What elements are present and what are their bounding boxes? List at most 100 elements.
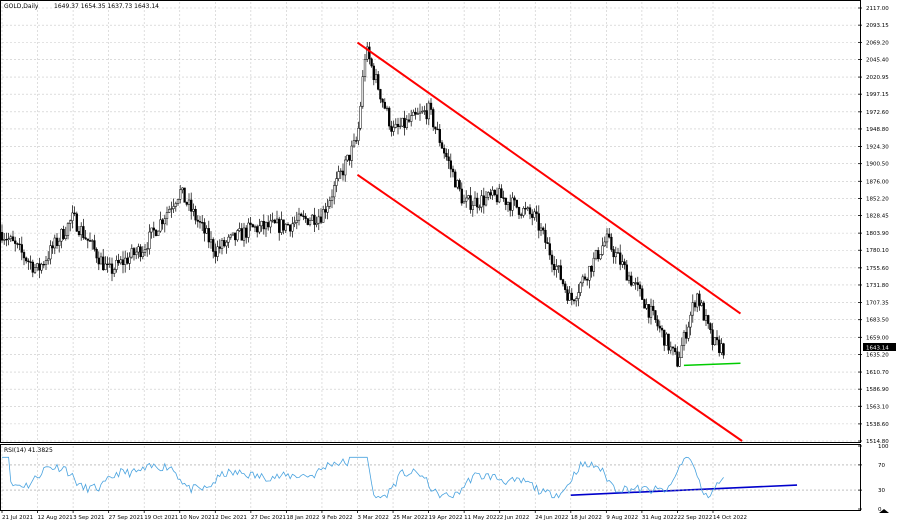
candle-body bbox=[546, 242, 549, 244]
chart-symbol: GOLD,Daily bbox=[4, 3, 39, 10]
candle-body bbox=[379, 89, 382, 100]
candle-body bbox=[476, 197, 479, 208]
candle-body bbox=[575, 298, 578, 302]
candle-body bbox=[187, 199, 191, 205]
candle-body bbox=[355, 140, 358, 142]
price-panel[interactable] bbox=[0, 0, 861, 443]
candle-body bbox=[467, 195, 470, 199]
rsi-panel[interactable] bbox=[0, 444, 861, 511]
price-tick-label: 2093.15 bbox=[866, 23, 889, 29]
candle-body bbox=[601, 245, 604, 255]
candle-body bbox=[130, 248, 133, 258]
candle-body bbox=[99, 256, 103, 265]
candle-body bbox=[586, 279, 589, 281]
candle-body bbox=[548, 243, 551, 256]
time-tick-label: 11 May 2022 bbox=[464, 515, 500, 521]
candle-body bbox=[517, 207, 521, 215]
candle-body bbox=[388, 107, 391, 127]
candle-body bbox=[535, 211, 538, 214]
candle-body bbox=[126, 257, 129, 264]
candle-body bbox=[143, 249, 147, 253]
candle-body bbox=[161, 219, 164, 225]
candle-body bbox=[537, 213, 540, 231]
candle-body bbox=[337, 171, 340, 179]
candle-body bbox=[214, 251, 217, 257]
candle-body bbox=[434, 126, 437, 130]
candle-body bbox=[656, 319, 659, 327]
candle-body bbox=[223, 240, 226, 247]
candle-body bbox=[682, 331, 686, 346]
price-tick-label: 1586.90 bbox=[866, 387, 889, 393]
time-tick-label: 2 Dec 2021 bbox=[215, 515, 247, 521]
candle-body bbox=[676, 351, 679, 367]
price-tick-label: 1563.10 bbox=[866, 404, 889, 410]
time-tick-label: 3 Mar 2022 bbox=[358, 515, 389, 521]
candle-body bbox=[179, 189, 182, 200]
candle-body bbox=[603, 241, 606, 247]
candle-body bbox=[555, 266, 558, 271]
candle-body bbox=[669, 346, 672, 351]
candle-body bbox=[357, 127, 360, 141]
candle-body bbox=[20, 244, 23, 253]
candle-body bbox=[462, 200, 466, 204]
candle-body bbox=[300, 213, 303, 217]
candle-body bbox=[84, 237, 87, 240]
candle-body bbox=[709, 323, 712, 331]
candle-body bbox=[702, 302, 705, 321]
candle-body bbox=[366, 46, 369, 60]
candle-body bbox=[324, 209, 327, 213]
candle-body bbox=[33, 267, 37, 273]
candle-body bbox=[106, 263, 109, 266]
channel-upper-line bbox=[356, 41, 742, 315]
candle-body bbox=[159, 219, 162, 232]
price-tick-label: 1828.45 bbox=[866, 213, 889, 219]
candle-body bbox=[579, 282, 582, 293]
channel-lower-line bbox=[356, 173, 743, 442]
time-tick-label: 24 Jun 2022 bbox=[535, 515, 568, 521]
candle-body bbox=[473, 197, 477, 206]
price-tick-label: 1876.00 bbox=[866, 179, 889, 185]
candle-body bbox=[469, 195, 472, 210]
candle-body bbox=[592, 257, 595, 272]
candle-body bbox=[317, 216, 320, 224]
candle-body bbox=[108, 263, 111, 265]
candle-body bbox=[361, 76, 364, 107]
candle-body bbox=[643, 299, 646, 309]
candle-body bbox=[438, 129, 441, 143]
candle-body bbox=[196, 219, 199, 222]
candle-body bbox=[181, 187, 184, 191]
candle-body bbox=[632, 282, 635, 286]
candle-body bbox=[487, 192, 490, 198]
candle-body bbox=[696, 293, 699, 308]
price-tick-label: 2069.20 bbox=[866, 40, 889, 46]
candle-body bbox=[205, 228, 208, 234]
price-tick-label: 2117.00 bbox=[866, 6, 889, 12]
candle-body bbox=[407, 119, 411, 122]
candle-body bbox=[581, 276, 584, 284]
rsi-tick-label: 0 bbox=[878, 507, 882, 513]
candle-body bbox=[458, 180, 461, 190]
candle-body bbox=[414, 111, 417, 115]
current-price-tag bbox=[863, 343, 896, 351]
candle-body bbox=[385, 107, 389, 110]
candle-body bbox=[403, 117, 406, 128]
candle-body bbox=[18, 243, 21, 246]
candle-body bbox=[471, 205, 474, 210]
candle-body bbox=[256, 226, 259, 233]
candle-body bbox=[570, 292, 573, 301]
candle-body bbox=[102, 256, 105, 271]
candle-body bbox=[216, 246, 219, 257]
candle-body bbox=[212, 239, 215, 252]
time-tick-label: 3 Sep 2021 bbox=[73, 515, 104, 521]
candle-body bbox=[209, 239, 213, 243]
scroll-marker-icon[interactable] bbox=[879, 509, 889, 513]
time-tick-label: 25 Mar 2022 bbox=[393, 515, 428, 521]
candle-body bbox=[38, 263, 41, 271]
candle-body bbox=[306, 218, 309, 225]
time-tick-label: 18 Jul 2022 bbox=[571, 515, 602, 521]
candle-body bbox=[454, 171, 457, 188]
candle-body bbox=[330, 196, 334, 201]
candle-body bbox=[286, 224, 290, 226]
